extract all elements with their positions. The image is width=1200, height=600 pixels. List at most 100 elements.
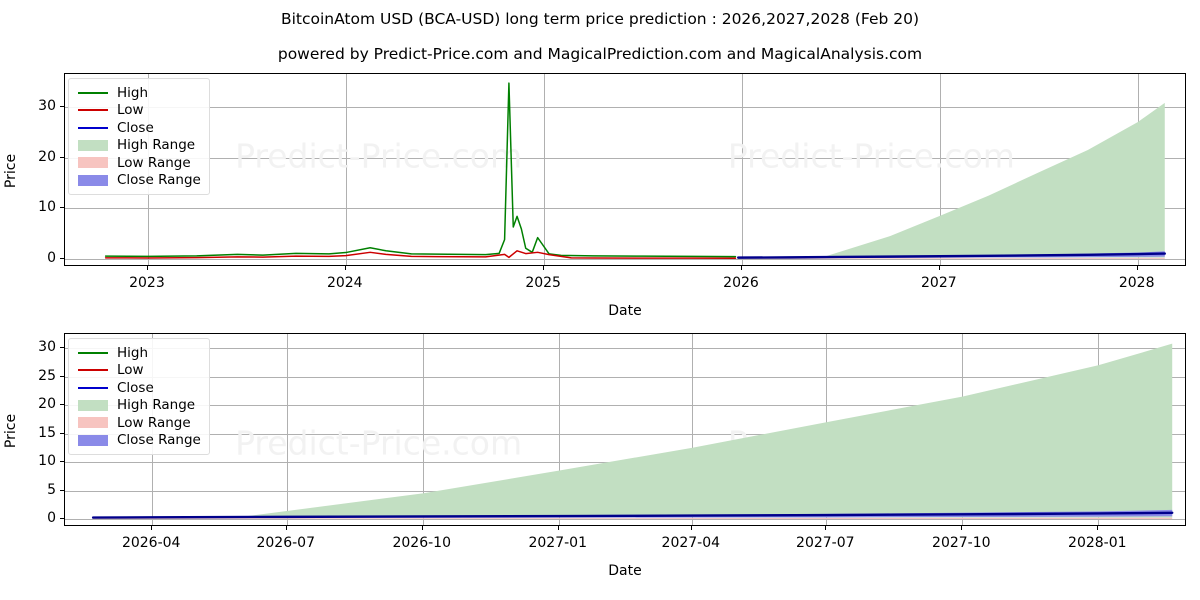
bottom-series-layer (65, 343, 1186, 520)
y-tick-mark (60, 207, 64, 209)
x-tick-label: 2026-07 (256, 535, 315, 551)
bottom-legend-item-close[interactable]: Close (76, 379, 201, 397)
bottom-legend-swatch (76, 351, 110, 354)
top-legend-item-close-range[interactable]: Close Range (76, 172, 201, 190)
bottom-legend-item-low-range[interactable]: Low Range (76, 414, 201, 432)
x-tick-label: 2028 (1118, 275, 1155, 291)
bottom-legend-swatch (76, 434, 110, 446)
top-legend-label: Low Range (117, 154, 191, 171)
x-tick-label: 2026 (723, 275, 759, 291)
top-legend-label: Close Range (117, 172, 201, 189)
bottom-legend-label: Low (117, 362, 144, 379)
top-series-layer (65, 74, 1186, 266)
bottom-xlabel: Date (608, 563, 642, 579)
top-legend-item-low-range[interactable]: Low Range (76, 154, 201, 172)
x-tick-mark (1136, 266, 1138, 270)
top-legend-label: High (117, 84, 149, 101)
x-tick-mark (543, 266, 545, 270)
top-xlabel: Date (608, 303, 642, 319)
y-tick-mark (60, 347, 64, 349)
chart-title: BitcoinAtom USD (BCA-USD) long term pric… (280, 10, 920, 28)
bottom-plot-area[interactable]: Predict-Price.com Predict-Price.com (64, 333, 1186, 526)
y-tick-mark (60, 404, 64, 406)
top-legend-item-low[interactable]: Low (76, 102, 201, 120)
band-high-range (242, 343, 1173, 518)
y-tick-mark (60, 432, 64, 434)
x-tick-label: 2027-07 (796, 535, 855, 551)
bottom-legend-swatch (76, 386, 110, 389)
gridline-horizontal (65, 433, 1185, 435)
x-tick-label: 2024 (326, 275, 363, 291)
bottom-legend-swatch (76, 417, 110, 429)
bottom-legend-label: High Range (117, 397, 196, 414)
x-tick-label: 2023 (129, 275, 165, 291)
legend-patch-icon (78, 417, 108, 429)
x-tick-mark (740, 266, 743, 270)
x-tick-label: 2028-01 (1068, 535, 1127, 551)
chart-subtitle: powered by Predict-Price.com and Magical… (277, 45, 923, 63)
gridline-vertical (422, 334, 424, 525)
top-plot-area[interactable]: Predict-Price.com Predict-Price.com (64, 73, 1186, 266)
top-legend-label: Low (117, 102, 144, 119)
y-tick-label: 25 (38, 367, 56, 384)
bottom-legend-item-close-range[interactable]: Close Range (76, 432, 201, 450)
gridline-vertical (691, 334, 693, 525)
bottom-legend-item-low[interactable]: Low (76, 362, 201, 380)
top-legend-label: High Range (117, 137, 196, 154)
y-tick-mark (60, 257, 64, 260)
top-legend-item-high[interactable]: High (76, 84, 201, 102)
legend-patch-icon (78, 139, 108, 151)
top-ylabel: Price (3, 153, 20, 189)
gridline-vertical (544, 74, 546, 265)
x-tick-mark (285, 526, 287, 530)
x-tick-label: 2026-10 (392, 535, 451, 551)
top-legend[interactable]: High Low Close High Range Low Range Close Ran… (68, 78, 210, 195)
y-tick-mark (60, 461, 64, 463)
bottom-legend-label: High (117, 344, 149, 361)
gridline-vertical (286, 334, 288, 525)
x-tick-mark (344, 266, 346, 270)
y-tick-label: 10 (38, 199, 56, 216)
y-tick-label: 20 (38, 396, 56, 413)
x-tick-label: 2027 (921, 275, 957, 291)
top-legend-swatch (76, 109, 110, 112)
legend-patch-icon (78, 157, 108, 169)
y-tick-label: 20 (38, 148, 56, 165)
y-tick-mark (60, 375, 64, 377)
y-tick-mark (60, 105, 64, 108)
y-tick-mark (60, 518, 64, 520)
y-tick-mark (60, 489, 64, 491)
top-legend-item-close[interactable]: Close (76, 119, 201, 137)
top-legend-swatch (76, 174, 110, 186)
top-legend-swatch (76, 139, 110, 151)
legend-line-icon (78, 109, 108, 112)
x-tick-mark (690, 526, 692, 530)
gridline-horizontal (65, 258, 1185, 260)
y-tick-label: 30 (38, 97, 56, 114)
legend-line-icon (78, 386, 108, 389)
x-tick-mark (146, 266, 149, 270)
top-legend-item-high-range[interactable]: High Range (76, 137, 201, 155)
series-line-close (738, 254, 1165, 258)
bottom-ylabel: Price (3, 413, 20, 449)
top-legend-label: Close (117, 119, 154, 136)
bottom-legend-swatch (76, 369, 110, 372)
y-tick-label: 0 (47, 510, 56, 527)
gridline-horizontal (65, 208, 1185, 210)
bottom-legend-label: Close (117, 379, 154, 396)
x-tick-mark (557, 526, 559, 530)
series-line-low (106, 251, 736, 258)
x-tick-label: 2027-04 (661, 535, 721, 551)
bottom-legend-item-high[interactable]: High (76, 344, 201, 362)
gridline-horizontal (65, 519, 1185, 521)
gridline-horizontal (65, 376, 1185, 378)
gridline-horizontal (65, 106, 1185, 108)
y-tick-label: 5 (47, 481, 56, 498)
x-tick-mark (421, 526, 423, 530)
bottom-legend[interactable]: High Low Close High Range Low Range Close Ran… (68, 338, 210, 455)
bottom-legend-item-high-range[interactable]: High Range (76, 397, 201, 415)
x-tick-label: 2027-01 (528, 535, 587, 551)
gridline-vertical (939, 74, 941, 265)
x-tick-label: 2025 (525, 275, 561, 291)
series-line-close (93, 513, 1172, 518)
